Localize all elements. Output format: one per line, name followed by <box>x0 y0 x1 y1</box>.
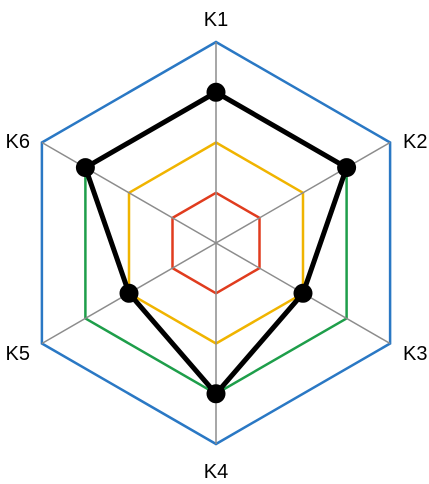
data-point-k2 <box>337 158 357 178</box>
data-point-k1 <box>206 82 226 102</box>
axis-label-k2: K2 <box>403 131 427 153</box>
series <box>75 82 357 404</box>
axis-label-k5: K5 <box>6 343 30 365</box>
axis-label-k4: K4 <box>204 461 228 483</box>
axis-label-k6: K6 <box>6 131 30 153</box>
data-point-k4 <box>206 384 226 404</box>
data-point-k5 <box>119 283 139 303</box>
data-point-k6 <box>75 158 95 178</box>
data-point-k3 <box>293 283 313 303</box>
axis-label-k1: K1 <box>204 9 228 31</box>
spoke-k2 <box>215 141 391 244</box>
axis-label-k3: K3 <box>403 343 427 365</box>
axis-labels: K1 K2 K3 K4 K5 K6 <box>6 9 428 483</box>
spokes <box>41 42 391 444</box>
spoke-k6 <box>41 141 217 244</box>
